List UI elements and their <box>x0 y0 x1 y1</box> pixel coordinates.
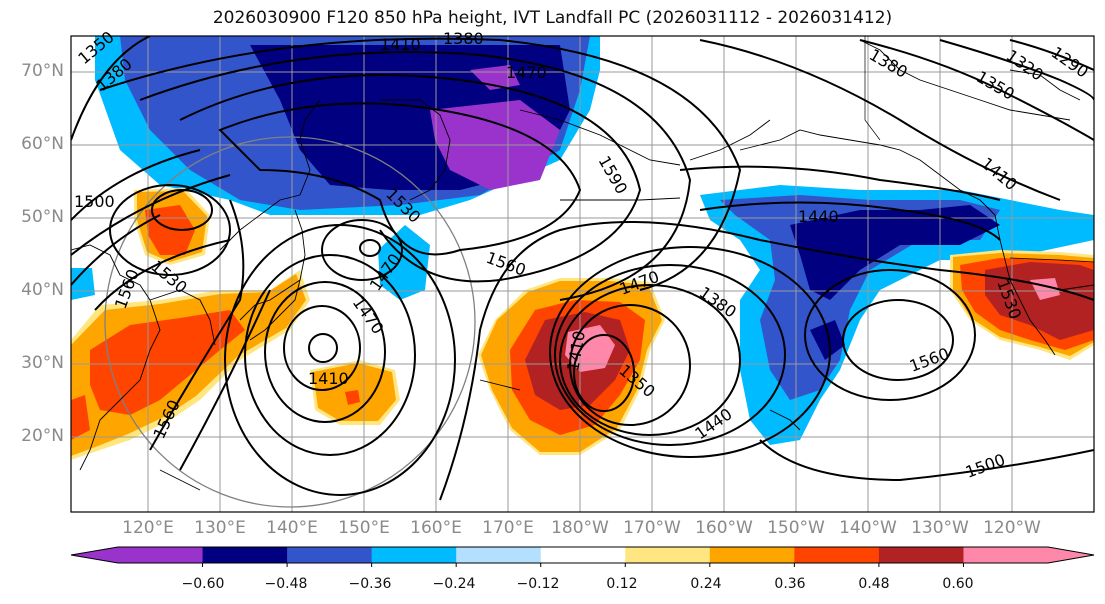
height-contours <box>71 36 1094 501</box>
lon-label: 150°W <box>767 518 825 538</box>
lon-label: 130°W <box>911 518 969 538</box>
colorbar-swatch <box>118 547 204 563</box>
colorbar-swatch <box>878 547 964 563</box>
colorbar-tick-label: −0.24 <box>432 576 476 592</box>
lon-label: 150°E <box>338 518 390 538</box>
colorbar-swatch <box>202 547 288 563</box>
contour-label: 1470 <box>506 63 547 82</box>
lon-label: 170°E <box>482 518 534 538</box>
lon-label: 140°E <box>266 518 318 538</box>
map-title: 2026030900 F120 850 hPa height, IVT Land… <box>212 8 893 28</box>
contour-label: 1410 <box>380 35 421 54</box>
map-frame <box>70 35 1095 513</box>
contour-label: 1500 <box>74 192 115 211</box>
lat-label: 70°N <box>21 61 64 81</box>
colorbar-extend-min <box>71 547 118 563</box>
lat-label: 60°N <box>21 134 64 154</box>
colorbar-swatch <box>625 547 711 563</box>
colorbar-swatch <box>963 547 1049 563</box>
lon-label: 120°W <box>983 518 1041 538</box>
contour-label: 1410 <box>308 369 349 388</box>
lon-label: 120°E <box>122 518 174 538</box>
colorbar-swatch <box>456 547 542 563</box>
contour-label: 1440 <box>798 207 839 226</box>
colorbar-tick-label: −0.48 <box>264 576 308 592</box>
borders <box>864 36 1094 263</box>
colorbar-tick-label: 0.60 <box>942 576 974 592</box>
colorbar-tick-label: 0.12 <box>606 576 638 592</box>
colorbar-swatch <box>540 547 626 563</box>
colorbar-tick-label: −0.36 <box>348 576 392 592</box>
lat-label: 20°N <box>21 426 64 446</box>
lon-label: 180°W <box>551 518 609 538</box>
lon-label: 160°E <box>410 518 462 538</box>
ivt-negative-shading <box>71 36 1094 445</box>
lon-label: 140°W <box>839 518 897 538</box>
colorbar-swatch <box>287 547 373 563</box>
range-circle <box>104 136 476 508</box>
lat-label: 30°N <box>21 353 64 373</box>
contour-label: 1380 <box>443 29 484 48</box>
colorbar-swatch <box>371 547 457 563</box>
colorbar-tick-label: −0.60 <box>181 576 225 592</box>
lon-label: 130°E <box>194 518 246 538</box>
colorbar-tick-label: 0.24 <box>690 576 722 592</box>
colorbar <box>70 546 1095 567</box>
colorbar-extend-max <box>1048 547 1094 563</box>
lat-label: 50°N <box>21 207 64 227</box>
colorbar-tick-label: 0.36 <box>774 576 806 592</box>
colorbar-swatch <box>794 547 880 563</box>
lon-label: 170°W <box>623 518 681 538</box>
colorbar-tick-label: 0.48 <box>858 576 890 592</box>
colorbar-swatch <box>709 547 795 563</box>
colorbar-tick-label: −0.12 <box>516 576 560 592</box>
lon-label: 160°W <box>695 518 753 538</box>
lat-label: 40°N <box>21 280 64 300</box>
colorbar-outline <box>70 546 1095 564</box>
